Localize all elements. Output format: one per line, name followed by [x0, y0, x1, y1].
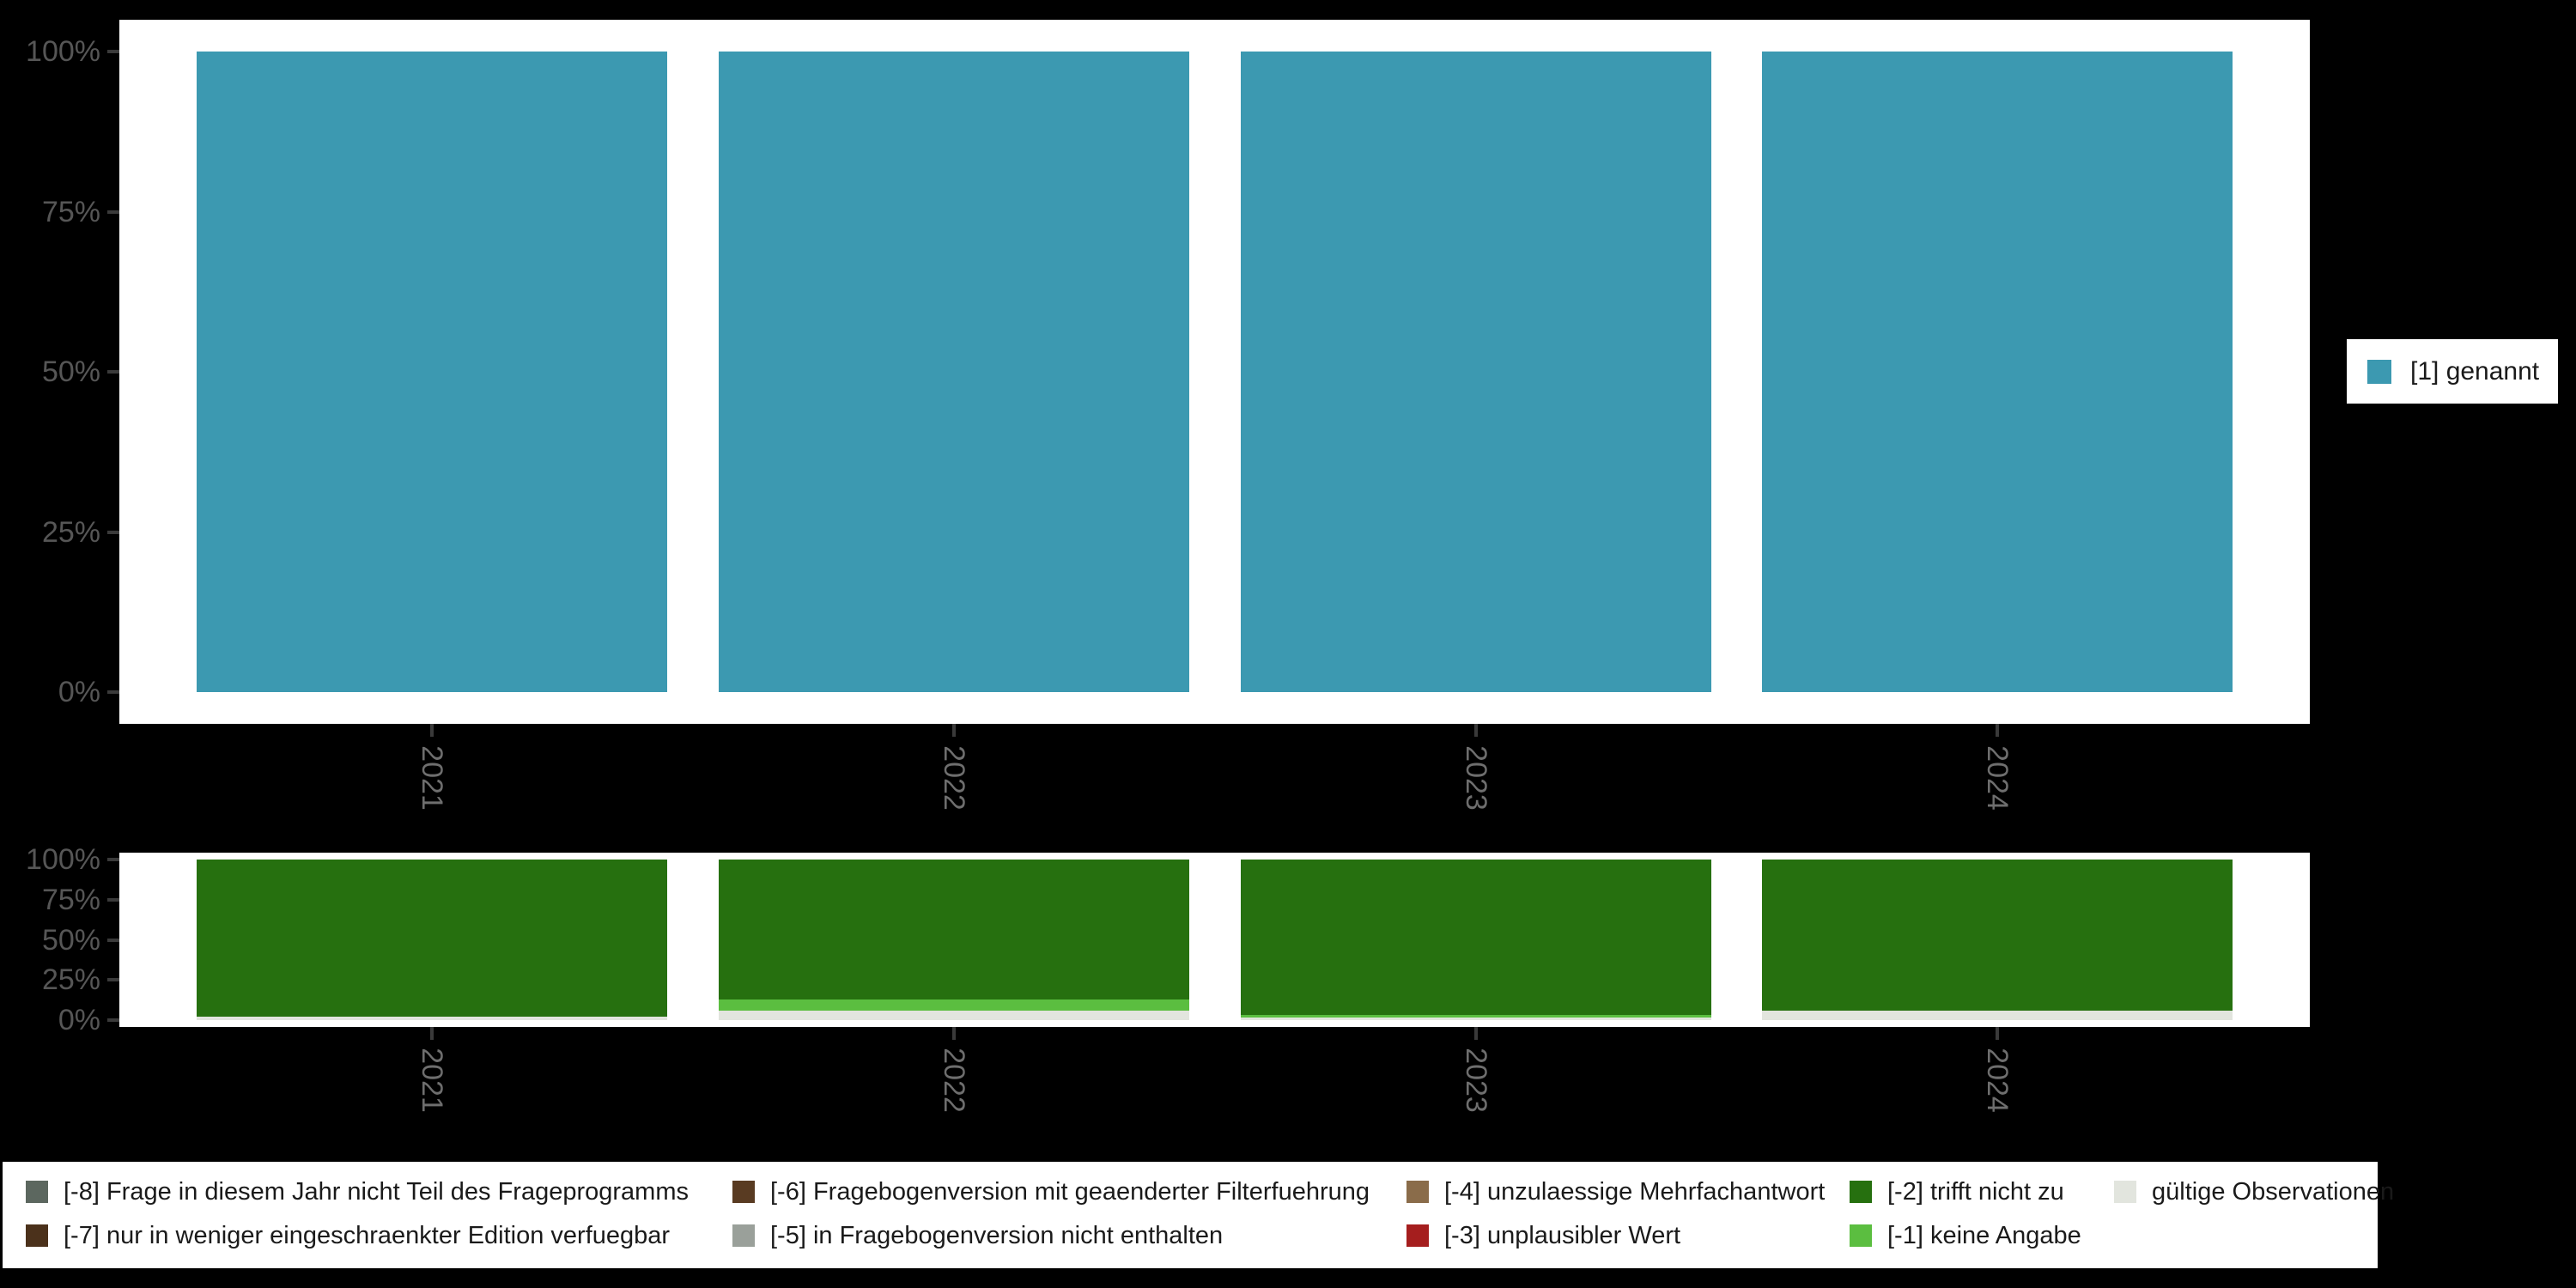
top-chart-legend: [1] genannt [2347, 339, 2558, 404]
x-axis-tick-mark [430, 724, 434, 737]
x-axis-tick-label: 2021 [416, 1048, 448, 1113]
x-axis-tick-mark [952, 1027, 956, 1040]
legend-item: [-3] unplausibler Wert [1406, 1222, 1680, 1249]
x-axis-tick-label: 2024 [1981, 1048, 2014, 1113]
y-axis-tick-label: 50% [41, 355, 100, 388]
x-axis-tick-label: 2023 [1460, 1048, 1492, 1113]
bar-segment-2024--2-trifft-nicht-zu [1762, 860, 2233, 1011]
y-axis-tick-label: 100% [26, 843, 100, 876]
y-axis-tick-label: 25% [41, 515, 100, 549]
legend-item: [-7] nur in weniger eingeschraenkter Edi… [26, 1222, 670, 1249]
y-axis-tick-label: 25% [41, 963, 100, 997]
legend-swatch [26, 1224, 48, 1247]
y-axis-tick-mark [107, 50, 119, 53]
legend-item: [-6] Fragebogenversion mit geaenderter F… [732, 1178, 1370, 1206]
y-axis-tick-mark [107, 530, 119, 534]
legend-label: [-6] Fragebogenversion mit geaenderter F… [770, 1177, 1370, 1206]
y-axis-tick-mark [107, 897, 119, 902]
legend-swatch [732, 1224, 755, 1247]
y-axis-tick-label: 75% [41, 883, 100, 916]
x-axis-tick-mark [1996, 1027, 1999, 1040]
legend-label: [-7] nur in weniger eingeschraenkter Edi… [64, 1221, 671, 1249]
x-axis-tick-label: 2022 [938, 745, 970, 811]
bar-segment-2023--1-keine-angabe [1241, 1015, 1711, 1018]
x-axis-tick-label: 2021 [416, 745, 448, 811]
bar-segment-2021-genannt [197, 52, 667, 692]
legend-label: [-2] trifft nicht zu [1887, 1177, 2064, 1206]
bar-segment-2024-genannt [1762, 52, 2233, 692]
legend-item: [-1] keine Angabe [1850, 1222, 2081, 1249]
legend-item: gültige Observationen [2114, 1178, 2394, 1206]
top-chart-plot-area [119, 20, 2310, 724]
bottom-chart-plot-area [119, 853, 2310, 1027]
legend-label: [-1] keine Angabe [1887, 1221, 2081, 1249]
bar-segment-2022--1-keine-angabe [719, 999, 1189, 1011]
legend-item: [-2] trifft nicht zu [1850, 1178, 2064, 1206]
x-axis-tick-label: 2023 [1460, 745, 1492, 811]
legend-label: gültige Observationen [2152, 1177, 2395, 1206]
legend-label-genannt: [1] genannt [2410, 356, 2540, 386]
legend-item: [-8] Frage in diesem Jahr nicht Teil des… [26, 1178, 689, 1206]
bar-segment-2022--2-trifft-nicht-zu [719, 860, 1189, 999]
legend-label: [-3] unplausibler Wert [1444, 1221, 1681, 1249]
x-axis-tick-mark [1474, 1027, 1478, 1040]
legend-swatch [732, 1181, 755, 1203]
y-axis-tick-mark [107, 1018, 119, 1022]
x-axis-tick-label: 2024 [1981, 745, 2014, 811]
x-axis-tick-mark [1474, 724, 1478, 737]
y-axis-tick-mark [107, 370, 119, 374]
bar-segment-2022-g-ltige-observationen [719, 1010, 1189, 1020]
y-axis-tick-label: 0% [58, 1004, 100, 1036]
legend-swatch [1850, 1181, 1872, 1203]
bar-segment-2022-genannt [719, 52, 1189, 692]
y-axis-tick-label: 100% [26, 35, 100, 68]
legend-item: [-4] unzulaessige Mehrfachantwort [1406, 1178, 1825, 1206]
x-axis-tick-mark [430, 1027, 434, 1040]
legend-label: [-4] unzulaessige Mehrfachantwort [1444, 1177, 1826, 1206]
bar-segment-2023-g-ltige-observationen [1241, 1018, 1711, 1020]
bar-segment-2023-genannt [1241, 52, 1711, 692]
legend-swatch [1406, 1224, 1429, 1247]
y-axis-tick-mark [107, 690, 119, 694]
legend-swatch-genannt [2367, 359, 2391, 384]
x-axis-tick-mark [1996, 724, 1999, 737]
bar-segment-2021-g-ltige-observationen [197, 1017, 667, 1020]
bar-segment-2021--2-trifft-nicht-zu [197, 860, 667, 1018]
y-axis-tick-mark [107, 210, 119, 214]
legend-label: [-5] in Fragebogenversion nicht enthalte… [770, 1221, 1224, 1249]
y-axis-tick-label: 75% [41, 195, 100, 228]
legend-swatch [26, 1181, 48, 1203]
y-axis-tick-mark [107, 978, 119, 982]
bar-segment-2023--2-trifft-nicht-zu [1241, 860, 1711, 1016]
missing-codes-legend: [-8] Frage in diesem Jahr nicht Teil des… [3, 1162, 2394, 1268]
legend-swatch [1406, 1181, 1429, 1203]
legend-label: [-8] Frage in diesem Jahr nicht Teil des… [64, 1177, 689, 1206]
legend-swatch [2114, 1181, 2136, 1203]
legend-item: [-5] in Fragebogenversion nicht enthalte… [732, 1222, 1223, 1249]
x-axis-tick-label: 2022 [938, 1048, 970, 1113]
y-axis-tick-mark [107, 938, 119, 942]
y-axis-tick-label: 0% [58, 676, 100, 708]
y-axis-tick-label: 50% [41, 923, 100, 957]
legend-swatch [1850, 1224, 1872, 1247]
x-axis-tick-mark [952, 724, 956, 737]
y-axis-tick-mark [107, 858, 119, 861]
bar-segment-2024-g-ltige-observationen [1762, 1010, 2233, 1020]
